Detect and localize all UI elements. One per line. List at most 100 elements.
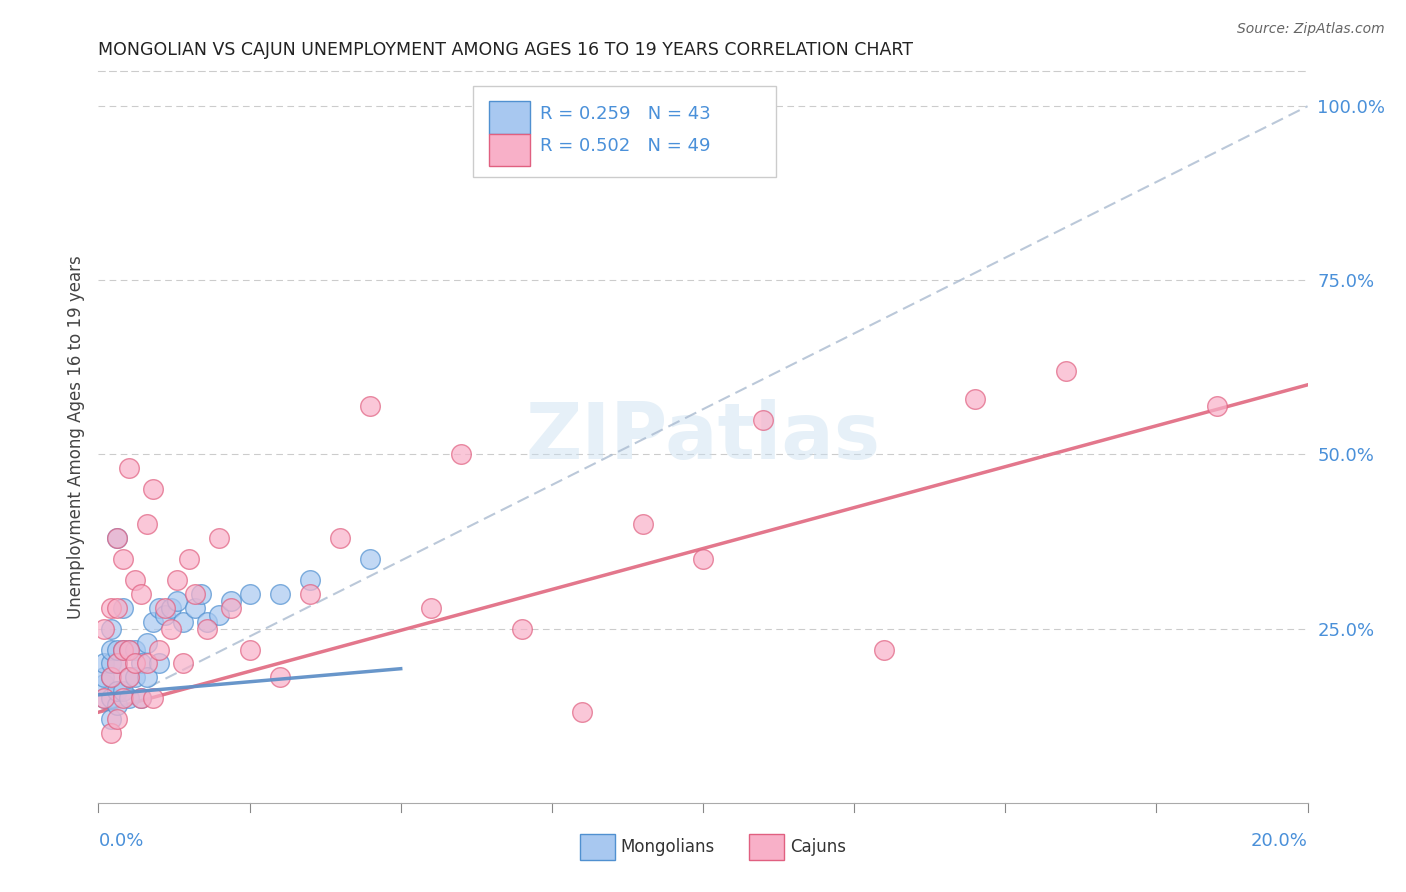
Point [129, 691, 152, 706]
Point [100, 726, 122, 740]
Point [100, 642, 122, 657]
Point [208, 607, 231, 622]
Point [420, 600, 443, 615]
Point [221, 600, 243, 615]
Point [142, 483, 165, 497]
Text: R = 0.502   N = 49: R = 0.502 N = 49 [540, 137, 710, 155]
Text: ZIPatlas: ZIPatlas [526, 399, 880, 475]
Point [184, 587, 207, 601]
Point [100, 622, 122, 636]
Point [148, 642, 170, 657]
Point [118, 461, 141, 475]
Point [111, 552, 134, 566]
FancyBboxPatch shape [489, 102, 530, 134]
Point [105, 600, 128, 615]
Text: 0.0%: 0.0% [98, 832, 143, 850]
Text: Mongolians: Mongolians [621, 838, 716, 855]
Point [360, 552, 382, 566]
Point [105, 531, 128, 545]
Point [148, 657, 170, 671]
Point [692, 552, 714, 566]
Point [179, 552, 201, 566]
Point [105, 684, 128, 698]
Point [360, 399, 382, 413]
Point [105, 657, 128, 671]
Text: MONGOLIAN VS CAJUN UNEMPLOYMENT AMONG AGES 16 TO 19 YEARS CORRELATION CHART: MONGOLIAN VS CAJUN UNEMPLOYMENT AMONG AG… [98, 41, 914, 59]
Y-axis label: Unemployment Among Ages 16 to 19 years: Unemployment Among Ages 16 to 19 years [66, 255, 84, 619]
Point [510, 622, 533, 636]
Text: Cajuns: Cajuns [790, 838, 846, 855]
FancyBboxPatch shape [489, 134, 530, 166]
Point [100, 691, 122, 706]
Point [160, 622, 183, 636]
Point [111, 600, 134, 615]
Point [111, 642, 134, 657]
Text: R = 0.259   N = 43: R = 0.259 N = 43 [540, 104, 710, 123]
Point [239, 642, 262, 657]
FancyBboxPatch shape [579, 833, 614, 860]
Point [172, 657, 194, 671]
Point [148, 600, 170, 615]
Point [135, 517, 157, 532]
Point [208, 531, 231, 545]
Point [124, 657, 146, 671]
Point [135, 670, 157, 684]
Text: Source: ZipAtlas.com: Source: ZipAtlas.com [1237, 22, 1385, 37]
Point [269, 670, 291, 684]
Point [153, 607, 176, 622]
Point [100, 670, 122, 684]
Point [93, 691, 115, 706]
Point [93, 691, 115, 706]
FancyBboxPatch shape [474, 86, 776, 178]
Point [124, 670, 146, 684]
Point [965, 392, 987, 406]
Point [129, 691, 152, 706]
Point [100, 657, 122, 671]
Point [100, 670, 122, 684]
Point [195, 622, 218, 636]
FancyBboxPatch shape [749, 833, 785, 860]
Point [142, 691, 165, 706]
Point [184, 600, 207, 615]
Point [299, 573, 322, 587]
Point [129, 587, 152, 601]
Point [631, 517, 654, 532]
Point [105, 712, 128, 726]
Point [135, 657, 157, 671]
Point [153, 600, 176, 615]
Point [1206, 399, 1229, 413]
Point [105, 642, 128, 657]
Point [142, 615, 165, 629]
Point [93, 657, 115, 671]
Point [135, 635, 157, 649]
Point [118, 691, 141, 706]
Point [129, 657, 152, 671]
Point [166, 594, 188, 608]
Text: 20.0%: 20.0% [1251, 832, 1308, 850]
Point [105, 657, 128, 671]
Point [118, 670, 141, 684]
Point [111, 642, 134, 657]
Point [571, 705, 593, 719]
Point [166, 573, 188, 587]
Point [172, 615, 194, 629]
Point [105, 698, 128, 713]
Point [118, 642, 141, 657]
Point [100, 712, 122, 726]
Point [329, 531, 352, 545]
Point [118, 642, 141, 657]
Point [1054, 364, 1077, 378]
Point [752, 412, 775, 426]
Point [221, 594, 243, 608]
Point [118, 670, 141, 684]
Point [124, 573, 146, 587]
Point [299, 587, 322, 601]
Point [93, 622, 115, 636]
Point [195, 615, 218, 629]
Point [450, 448, 472, 462]
Point [100, 600, 122, 615]
Point [239, 587, 262, 601]
Point [111, 684, 134, 698]
Point [111, 691, 134, 706]
Point [873, 642, 896, 657]
